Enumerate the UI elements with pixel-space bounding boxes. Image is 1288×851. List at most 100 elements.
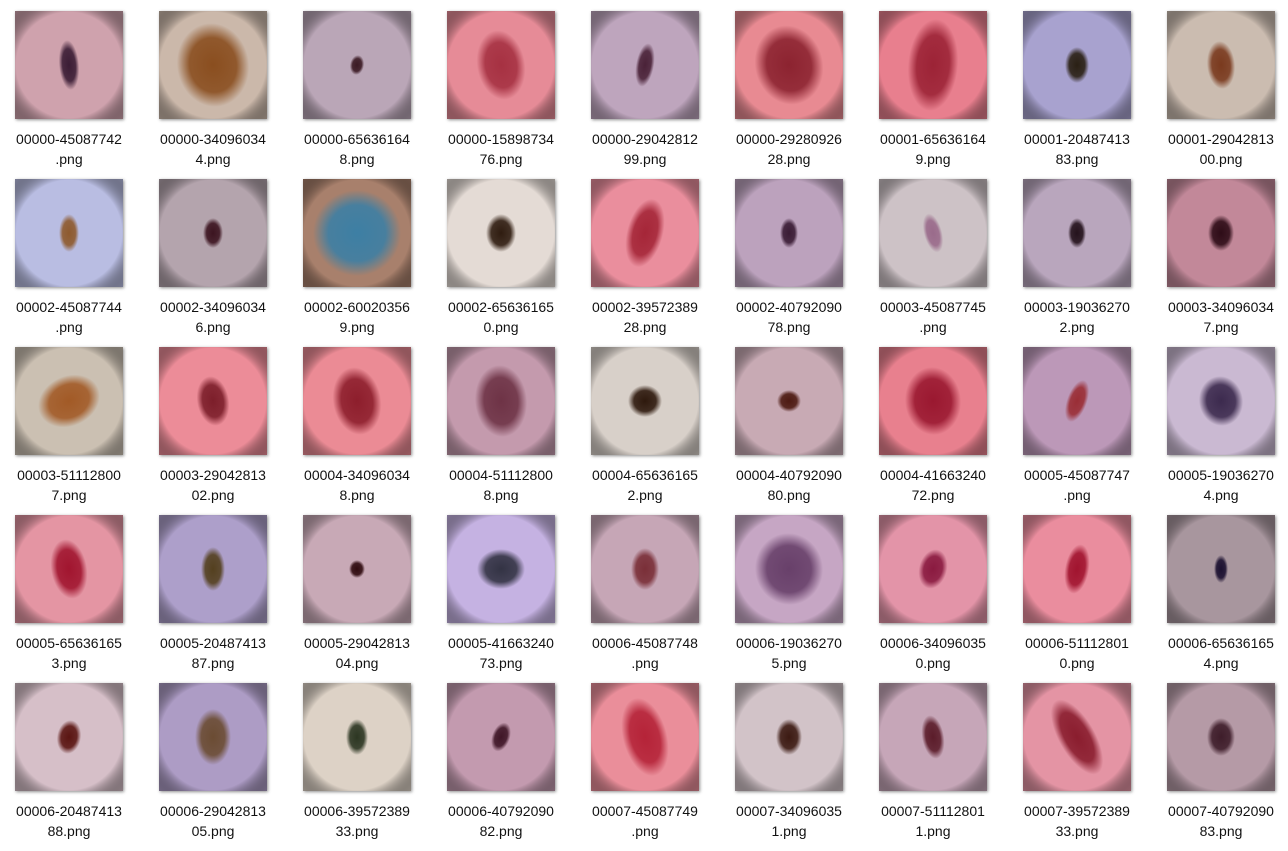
file-name[interactable]: 00007-40792090 83.png	[1168, 803, 1274, 839]
file-name[interactable]: 00002-65636165 0.png	[448, 299, 554, 335]
file-name[interactable]: 00005-65636165 3.png	[16, 635, 122, 671]
file-thumbnail[interactable]	[735, 179, 843, 287]
file-name[interactable]: 00000-65636164 8.png	[304, 131, 410, 167]
file-item[interactable]: 00002-34096034 6.png	[143, 179, 287, 347]
file-name[interactable]: 00007-39572389 33.png	[1024, 803, 1130, 839]
file-name[interactable]: 00004-34096034 8.png	[304, 467, 410, 503]
file-name[interactable]: 00000-29042812 99.png	[592, 131, 698, 167]
file-name[interactable]: 00006-51112801 0.png	[1025, 635, 1129, 671]
file-thumbnail[interactable]	[1023, 515, 1131, 623]
file-item[interactable]: 00000-34096034 4.png	[143, 11, 287, 179]
file-item[interactable]: 00001-20487413 83.png	[1007, 11, 1151, 179]
file-thumbnail[interactable]	[591, 11, 699, 119]
file-name[interactable]: 00005-45087747 .png	[1024, 467, 1130, 503]
file-name[interactable]: 00004-65636165 2.png	[592, 467, 698, 503]
file-item[interactable]: 00003-19036270 2.png	[1007, 179, 1151, 347]
file-thumbnail[interactable]	[1167, 11, 1275, 119]
file-item[interactable]: 00000-65636164 8.png	[287, 11, 431, 179]
file-name[interactable]: 00007-45087749 .png	[592, 803, 698, 839]
file-thumbnail[interactable]	[735, 515, 843, 623]
file-name[interactable]: 00003-29042813 02.png	[160, 467, 266, 503]
file-item[interactable]: 00000-45087742 .png	[0, 11, 143, 179]
file-item[interactable]: 00000-15898734 76.png	[431, 11, 575, 179]
file-thumbnail[interactable]	[1023, 347, 1131, 455]
file-thumbnail[interactable]	[1167, 515, 1275, 623]
file-name[interactable]: 00000-29280926 28.png	[736, 131, 842, 167]
file-name[interactable]: 00006-65636165 4.png	[1168, 635, 1274, 671]
file-thumbnail[interactable]	[591, 347, 699, 455]
file-item[interactable]: 00000-29042812 99.png	[575, 11, 719, 179]
file-item[interactable]: 00005-65636165 3.png	[0, 515, 143, 683]
file-name[interactable]: 00006-29042813 05.png	[160, 803, 266, 839]
file-name[interactable]: 00002-45087744 .png	[16, 299, 122, 335]
file-name[interactable]: 00006-45087748 .png	[592, 635, 698, 671]
file-item[interactable]: 00005-29042813 04.png	[287, 515, 431, 683]
file-item[interactable]: 00006-20487413 88.png	[0, 683, 143, 851]
file-name[interactable]: 00005-19036270 4.png	[1168, 467, 1274, 503]
file-item[interactable]: 00007-34096035 1.png	[719, 683, 863, 851]
file-name[interactable]: 00001-20487413 83.png	[1024, 131, 1130, 167]
file-thumbnail[interactable]	[879, 683, 987, 791]
file-thumbnail[interactable]	[15, 515, 123, 623]
file-thumbnail[interactable]	[879, 515, 987, 623]
file-name[interactable]: 00000-34096034 4.png	[160, 131, 266, 167]
file-thumbnail[interactable]	[1023, 11, 1131, 119]
file-thumbnail[interactable]	[591, 683, 699, 791]
file-name[interactable]: 00007-34096035 1.png	[736, 803, 842, 839]
file-thumbnail[interactable]	[447, 683, 555, 791]
file-item[interactable]: 00004-34096034 8.png	[287, 347, 431, 515]
file-name[interactable]: 00002-60020356 9.png	[304, 299, 410, 335]
file-item[interactable]: 00000-29280926 28.png	[719, 11, 863, 179]
file-item[interactable]: 00003-45087745 .png	[863, 179, 1007, 347]
file-item[interactable]: 00004-40792090 80.png	[719, 347, 863, 515]
file-name[interactable]: 00000-45087742 .png	[16, 131, 122, 167]
file-item[interactable]: 00004-65636165 2.png	[575, 347, 719, 515]
file-item[interactable]: 00006-45087748 .png	[575, 515, 719, 683]
file-item[interactable]: 00006-34096035 0.png	[863, 515, 1007, 683]
file-name[interactable]: 00006-39572389 33.png	[304, 803, 410, 839]
file-item[interactable]: 00004-51112800 8.png	[431, 347, 575, 515]
file-thumbnail[interactable]	[879, 179, 987, 287]
file-item[interactable]: 00005-41663240 73.png	[431, 515, 575, 683]
file-name[interactable]: 00002-34096034 6.png	[160, 299, 266, 335]
file-item[interactable]: 00003-51112800 7.png	[0, 347, 143, 515]
file-name[interactable]: 00001-29042813 00.png	[1168, 131, 1274, 167]
file-item[interactable]: 00007-51112801 1.png	[863, 683, 1007, 851]
file-thumbnail[interactable]	[1167, 347, 1275, 455]
file-name[interactable]: 00006-40792090 82.png	[448, 803, 554, 839]
file-item[interactable]: 00006-65636165 4.png	[1151, 515, 1288, 683]
file-thumbnail[interactable]	[159, 179, 267, 287]
file-item[interactable]: 00005-19036270 4.png	[1151, 347, 1288, 515]
file-thumbnail[interactable]	[303, 179, 411, 287]
file-name[interactable]: 00007-51112801 1.png	[881, 803, 985, 839]
file-thumbnail[interactable]	[735, 11, 843, 119]
file-thumbnail[interactable]	[447, 11, 555, 119]
file-thumbnail[interactable]	[159, 11, 267, 119]
file-item[interactable]: 00005-45087747 .png	[1007, 347, 1151, 515]
file-thumbnail[interactable]	[447, 179, 555, 287]
file-thumbnail[interactable]	[15, 683, 123, 791]
file-item[interactable]: 00003-34096034 7.png	[1151, 179, 1288, 347]
file-name[interactable]: 00000-15898734 76.png	[448, 131, 554, 167]
file-thumbnail[interactable]	[591, 179, 699, 287]
file-item[interactable]: 00007-45087749 .png	[575, 683, 719, 851]
file-item[interactable]: 00005-20487413 87.png	[143, 515, 287, 683]
file-name[interactable]: 00005-29042813 04.png	[304, 635, 410, 671]
file-name[interactable]: 00002-40792090 78.png	[736, 299, 842, 335]
file-thumbnail[interactable]	[591, 515, 699, 623]
file-item[interactable]: 00003-29042813 02.png	[143, 347, 287, 515]
file-name[interactable]: 00004-41663240 72.png	[880, 467, 986, 503]
file-name[interactable]: 00003-34096034 7.png	[1168, 299, 1274, 335]
file-thumbnail[interactable]	[159, 347, 267, 455]
file-item[interactable]: 00006-29042813 05.png	[143, 683, 287, 851]
file-name[interactable]: 00001-65636164 9.png	[880, 131, 986, 167]
file-name[interactable]: 00006-19036270 5.png	[736, 635, 842, 671]
file-item[interactable]: 00001-65636164 9.png	[863, 11, 1007, 179]
file-item[interactable]: 00006-39572389 33.png	[287, 683, 431, 851]
file-name[interactable]: 00005-20487413 87.png	[160, 635, 266, 671]
file-thumbnail[interactable]	[1023, 179, 1131, 287]
file-thumbnail[interactable]	[879, 11, 987, 119]
file-item[interactable]: 00006-19036270 5.png	[719, 515, 863, 683]
file-name[interactable]: 00005-41663240 73.png	[448, 635, 554, 671]
file-item[interactable]: 00002-39572389 28.png	[575, 179, 719, 347]
